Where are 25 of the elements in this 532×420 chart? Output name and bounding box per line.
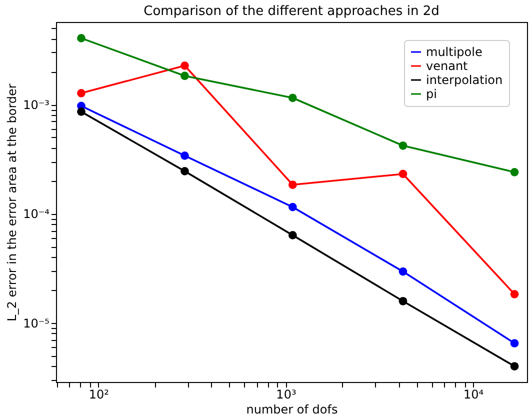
point — [180, 167, 189, 176]
y-axis-title: L_2 error in the error area at the border — [5, 84, 20, 322]
legend-label: interpolation — [426, 73, 503, 87]
legend-label: pi — [426, 87, 437, 101]
chart-title: Comparison of the different approaches in 2d — [144, 4, 440, 19]
point — [180, 61, 189, 70]
y-tick-label: 10⁻³ — [23, 98, 50, 112]
x-tick-label: 10⁴ — [464, 388, 484, 402]
x-tick-label: 10² — [88, 388, 110, 402]
y-tick-label: 10⁻⁴ — [23, 207, 50, 222]
y-tick-label: 10⁻⁵ — [23, 316, 50, 330]
point — [180, 151, 189, 160]
point — [288, 202, 297, 212]
x-axis-title: number of dofs — [246, 402, 338, 416]
point — [398, 267, 408, 276]
legend-label: venant — [426, 59, 468, 73]
point — [180, 72, 189, 80]
point — [398, 141, 408, 150]
point — [288, 231, 297, 240]
legend-label: multipole — [426, 45, 482, 59]
point — [288, 94, 297, 102]
point — [398, 296, 408, 306]
x-tick-label: 10³ — [276, 388, 296, 402]
point — [288, 180, 297, 189]
point — [398, 170, 408, 178]
